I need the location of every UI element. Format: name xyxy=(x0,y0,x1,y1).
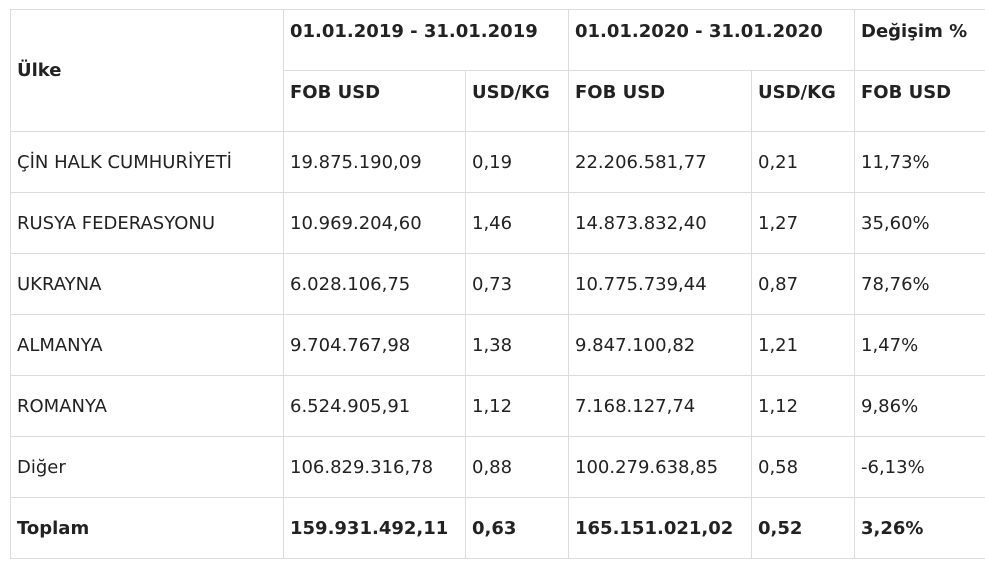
header-change: Değişim % xyxy=(854,9,985,71)
cell-fob-2019: 19.875.190,09 xyxy=(283,131,466,193)
cell-country: UKRAYNA xyxy=(10,253,284,315)
cell-fob-2020: 9.847.100,82 xyxy=(568,314,752,376)
header-row-units: FOB USD USD/KG FOB USD USD/KG FOB USD xyxy=(11,70,985,132)
cell-fob-2020: 10.775.739,44 xyxy=(568,253,752,315)
cell-usd-kg-2019: 0,19 xyxy=(465,131,569,193)
cell-fob-2020: 7.168.127,74 xyxy=(568,375,752,437)
header-fob-usd-2019: FOB USD xyxy=(283,70,466,132)
cell-change: 11,73% xyxy=(854,131,985,193)
cell-change: 35,60% xyxy=(854,192,985,254)
cell-fob-2019: 10.969.204,60 xyxy=(283,192,466,254)
table-row: RUSYA FEDERASYONU 10.969.204,60 1,46 14.… xyxy=(10,192,985,254)
total-fob-2020: 165.151.021,02 xyxy=(568,497,752,559)
cell-usd-kg-2019: 0,73 xyxy=(465,253,569,315)
header-fob-usd-2020: FOB USD xyxy=(568,70,752,132)
cell-fob-2019: 9.704.767,98 xyxy=(283,314,466,376)
header-country: Ülke xyxy=(10,9,284,132)
header-row-periods: Ülke 01.01.2019 - 31.01.2019 01.01.2020 … xyxy=(10,9,985,132)
cell-country: ROMANYA xyxy=(10,375,284,437)
export-by-country-table: Ülke 01.01.2019 - 31.01.2019 01.01.2020 … xyxy=(10,9,985,559)
total-change: 3,26% xyxy=(854,497,985,559)
header-change-fob-usd: FOB USD xyxy=(854,70,985,132)
total-label: Toplam xyxy=(10,497,284,559)
cell-country: RUSYA FEDERASYONU xyxy=(10,192,284,254)
cell-usd-kg-2019: 0,88 xyxy=(465,436,569,498)
table-row: UKRAYNA 6.028.106,75 0,73 10.775.739,44 … xyxy=(10,253,985,315)
cell-usd-kg-2019: 1,38 xyxy=(465,314,569,376)
cell-usd-kg-2019: 1,12 xyxy=(465,375,569,437)
cell-country: ALMANYA xyxy=(10,314,284,376)
cell-change: 1,47% xyxy=(854,314,985,376)
cell-usd-kg-2020: 0,21 xyxy=(751,131,855,193)
table-row: ÇİN HALK CUMHURİYETİ 19.875.190,09 0,19 … xyxy=(10,131,985,193)
cell-change: 78,76% xyxy=(854,253,985,315)
table-row: ROMANYA 6.524.905,91 1,12 7.168.127,74 1… xyxy=(10,375,985,437)
cell-country: Diğer xyxy=(10,436,284,498)
cell-fob-2019: 6.028.106,75 xyxy=(283,253,466,315)
total-usd-kg-2019: 0,63 xyxy=(465,497,569,559)
cell-change: -6,13% xyxy=(854,436,985,498)
cell-usd-kg-2020: 1,21 xyxy=(751,314,855,376)
cell-fob-2020: 14.873.832,40 xyxy=(568,192,752,254)
total-usd-kg-2020: 0,52 xyxy=(751,497,855,559)
total-fob-2019: 159.931.492,11 xyxy=(283,497,466,559)
cell-country: ÇİN HALK CUMHURİYETİ xyxy=(10,131,284,193)
cell-usd-kg-2020: 1,12 xyxy=(751,375,855,437)
cell-usd-kg-2020: 0,87 xyxy=(751,253,855,315)
cell-fob-2019: 6.524.905,91 xyxy=(283,375,466,437)
cell-usd-kg-2019: 1,46 xyxy=(465,192,569,254)
cell-change: 9,86% xyxy=(854,375,985,437)
cell-fob-2020: 100.279.638,85 xyxy=(568,436,752,498)
cell-usd-kg-2020: 0,58 xyxy=(751,436,855,498)
table-row: Diğer 106.829.316,78 0,88 100.279.638,85… xyxy=(10,436,985,498)
table-row: ALMANYA 9.704.767,98 1,38 9.847.100,82 1… xyxy=(10,314,985,376)
header-period-2020: 01.01.2020 - 31.01.2020 xyxy=(568,9,855,71)
total-row: Toplam 159.931.492,11 0,63 165.151.021,0… xyxy=(10,497,985,559)
header-usd-kg-2019: USD/KG xyxy=(465,70,569,132)
header-usd-kg-2020: USD/KG xyxy=(751,70,855,132)
header-period-2019: 01.01.2019 - 31.01.2019 xyxy=(283,9,569,71)
cell-usd-kg-2020: 1,27 xyxy=(751,192,855,254)
cell-fob-2020: 22.206.581,77 xyxy=(568,131,752,193)
cell-fob-2019: 106.829.316,78 xyxy=(283,436,466,498)
